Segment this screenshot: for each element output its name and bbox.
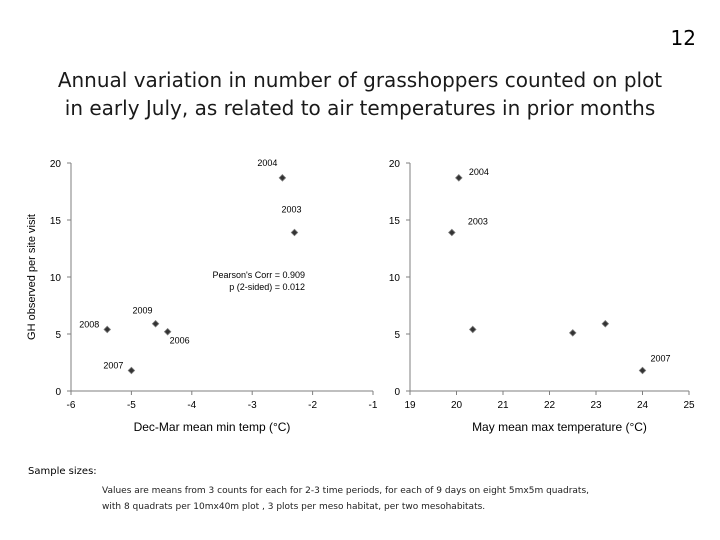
y-tick-label: 5 (55, 330, 61, 341)
y-tick-label: 0 (394, 387, 400, 398)
data-label: 2003 (281, 205, 301, 215)
x-tick-label: 21 (497, 400, 509, 411)
x-tick-label: -3 (248, 400, 257, 411)
y-tick-label: 10 (50, 273, 62, 284)
data-label: 2003 (468, 217, 488, 227)
left-scatter-chart: 0 5 10 15 20 -6 -5 -4 -3 -2 -1 Dec-Mar mean min tem… (50, 158, 378, 434)
x-tick-label: -2 (308, 400, 317, 411)
sample-sizes-line-2: with 8 quadrats per 10mx40m plot , 3 plo… (102, 502, 486, 512)
x-tick-label: 20 (451, 400, 463, 411)
x-axis-label: May mean max temperature (°C) (472, 420, 647, 434)
data-point-p4 (601, 319, 610, 328)
sample-sizes-line-1: Values are means from 3 counts for each … (102, 486, 590, 496)
title-line-1: Annual variation in number of grasshoppe… (57, 68, 663, 92)
data-label: 2007 (103, 360, 123, 370)
y-tick-label: 15 (389, 216, 401, 227)
shared-labels: GH observed per site visit (26, 214, 38, 340)
data-point-2003 (448, 228, 456, 237)
y-tick-label: 0 (55, 387, 61, 398)
x-tick-label: 24 (637, 400, 649, 411)
data-point-p3 (568, 329, 577, 337)
data-label: 2006 (170, 336, 190, 346)
data-point-2004 (455, 174, 463, 182)
x-tick-label: 25 (683, 400, 695, 411)
y-tick-label: 5 (394, 330, 400, 341)
data-point-2007 (638, 366, 647, 375)
y-tick-label: 20 (50, 159, 62, 170)
data-point-2008 (103, 325, 112, 334)
data-point-2003 (290, 228, 299, 237)
data-point-2009 (151, 319, 160, 328)
data-label: 2004 (257, 158, 277, 168)
title-line-2: in early July, as related to air tempera… (64, 96, 656, 120)
x-tick-label: -1 (369, 400, 378, 411)
x-tick-label: 23 (590, 400, 602, 411)
data-label: 2008 (79, 319, 99, 329)
data-point-2006 (163, 327, 172, 336)
page-number: 12 (670, 26, 696, 50)
correlation-annotation: p (2-sided) = 0.012 (229, 282, 305, 292)
data-label: 2004 (469, 167, 489, 177)
data-label: 2007 (651, 353, 671, 363)
data-point-p2 (469, 325, 477, 334)
x-tick-label: 19 (404, 400, 416, 411)
data-point-2004 (278, 174, 287, 182)
x-tick-label: -4 (187, 400, 196, 411)
chart-title: Annual variation in number of grasshoppe… (40, 66, 680, 122)
data-point-2007 (127, 366, 136, 375)
y-axis-label: GH observed per site visit (26, 214, 38, 340)
y-tick-label: 10 (389, 273, 401, 284)
correlation-annotation: Pearson's Corr = 0.909 (212, 270, 305, 280)
sample-sizes-note: Values are means from 3 counts for each … (102, 483, 589, 515)
sample-sizes-label: Sample sizes: (28, 466, 97, 477)
x-axis-label: Dec-Mar mean min temp (°C) (134, 420, 291, 434)
y-tick-label: 20 (389, 159, 401, 170)
right-scatter-chart: 0 5 10 15 20 19 20 21 22 23 24 25 May mean max tempe… (389, 159, 695, 434)
x-tick-label: 22 (544, 400, 556, 411)
y-tick-label: 15 (50, 216, 62, 227)
data-label: 2009 (133, 306, 153, 316)
x-tick-label: -6 (67, 400, 76, 411)
x-tick-label: -5 (127, 400, 136, 411)
